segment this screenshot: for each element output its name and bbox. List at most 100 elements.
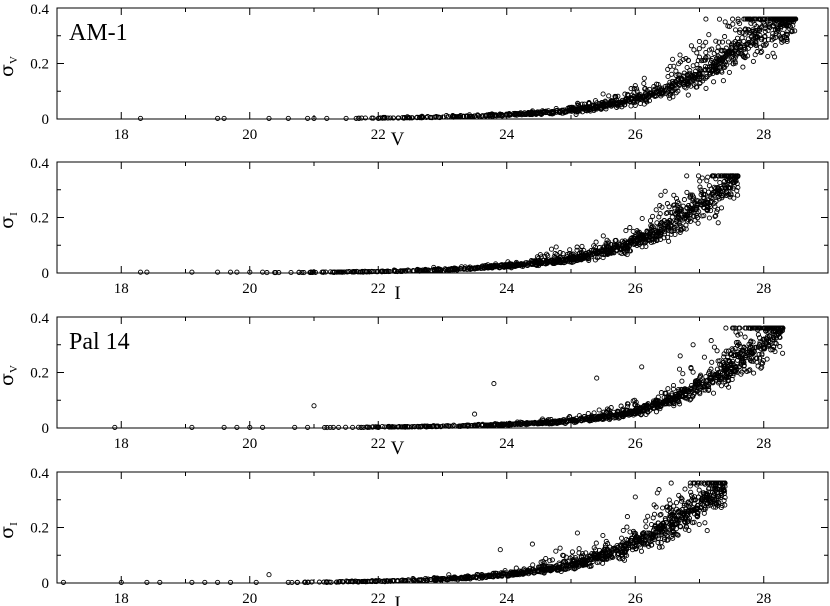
data-point bbox=[641, 530, 647, 536]
data-point bbox=[662, 515, 668, 522]
data-point bbox=[732, 367, 738, 373]
data-point bbox=[480, 572, 486, 578]
data-point bbox=[676, 215, 682, 221]
data-point bbox=[721, 182, 727, 188]
data-point bbox=[528, 420, 534, 426]
data-point bbox=[545, 419, 551, 425]
data-point bbox=[528, 261, 534, 267]
data-point bbox=[634, 98, 640, 104]
data-point bbox=[663, 210, 669, 217]
data-point bbox=[420, 114, 426, 121]
data-point bbox=[591, 105, 597, 111]
data-point bbox=[715, 220, 721, 226]
data-point bbox=[664, 401, 670, 407]
data-point bbox=[772, 42, 778, 49]
data-point bbox=[334, 579, 340, 585]
data-point bbox=[422, 267, 428, 273]
data-point bbox=[747, 367, 753, 373]
data-point bbox=[375, 115, 381, 121]
data-point bbox=[625, 401, 631, 407]
data-point bbox=[653, 409, 659, 415]
data-point bbox=[694, 514, 700, 520]
data-point bbox=[639, 540, 645, 546]
data-point bbox=[538, 418, 544, 424]
data-point bbox=[567, 107, 573, 113]
data-point bbox=[632, 494, 638, 500]
data-point bbox=[583, 251, 590, 257]
data-point bbox=[690, 369, 696, 375]
data-point bbox=[780, 350, 786, 356]
data-point bbox=[616, 409, 622, 415]
data-point bbox=[536, 258, 542, 264]
data-point bbox=[436, 266, 442, 272]
data-point bbox=[734, 181, 740, 187]
data-point bbox=[323, 269, 329, 275]
data-point bbox=[643, 524, 649, 530]
data-point bbox=[412, 577, 418, 583]
data-point bbox=[771, 344, 777, 350]
data-point bbox=[592, 244, 598, 250]
data-point bbox=[754, 359, 760, 365]
data-point bbox=[336, 424, 342, 430]
data-point bbox=[701, 480, 707, 486]
data-point bbox=[678, 498, 685, 504]
data-point bbox=[748, 20, 754, 26]
data-point bbox=[460, 422, 466, 429]
data-point bbox=[600, 555, 607, 562]
data-point bbox=[453, 114, 459, 120]
data-point bbox=[392, 424, 398, 430]
data-point bbox=[424, 578, 430, 584]
y-axis-subscript: V bbox=[8, 365, 20, 373]
y-tick-label: 0 bbox=[42, 266, 50, 282]
data-point bbox=[646, 86, 653, 92]
data-point bbox=[634, 410, 640, 416]
x-tick-label: 22 bbox=[371, 591, 386, 606]
data-point bbox=[703, 49, 709, 56]
data-point bbox=[715, 486, 721, 492]
data-point bbox=[713, 38, 719, 44]
data-point bbox=[260, 424, 266, 430]
data-point bbox=[202, 579, 208, 585]
data-point bbox=[761, 325, 767, 331]
data-point bbox=[413, 578, 419, 584]
data-point bbox=[632, 102, 638, 108]
data-point bbox=[679, 507, 685, 513]
data-point bbox=[609, 101, 615, 107]
data-point bbox=[617, 542, 623, 548]
data-point bbox=[735, 342, 741, 348]
data-point bbox=[593, 239, 599, 245]
data-point bbox=[461, 265, 467, 272]
data-point bbox=[699, 175, 705, 181]
data-point bbox=[651, 502, 657, 508]
data-point bbox=[686, 388, 692, 394]
data-point bbox=[512, 112, 518, 118]
data-point bbox=[468, 113, 474, 119]
data-point bbox=[673, 526, 679, 532]
data-point bbox=[676, 366, 683, 372]
data-point bbox=[622, 91, 628, 97]
data-point bbox=[606, 407, 612, 413]
x-tick-label: 20 bbox=[242, 281, 257, 297]
data-point bbox=[702, 387, 708, 393]
data-point bbox=[677, 52, 683, 58]
data-point bbox=[558, 568, 564, 575]
data-point bbox=[714, 495, 720, 501]
data-point bbox=[771, 329, 777, 335]
data-point bbox=[366, 424, 372, 430]
plot-frame bbox=[56, 161, 829, 274]
data-point bbox=[654, 229, 660, 235]
data-point bbox=[700, 191, 707, 198]
data-point bbox=[543, 555, 549, 562]
data-point bbox=[666, 238, 672, 244]
data-point bbox=[728, 191, 734, 197]
data-point bbox=[662, 188, 668, 194]
data-point bbox=[530, 562, 536, 568]
data-point bbox=[367, 578, 373, 584]
data-point bbox=[755, 34, 761, 41]
data-point bbox=[659, 544, 665, 550]
data-point bbox=[467, 266, 473, 273]
data-point bbox=[331, 269, 337, 276]
data-point bbox=[713, 185, 719, 191]
